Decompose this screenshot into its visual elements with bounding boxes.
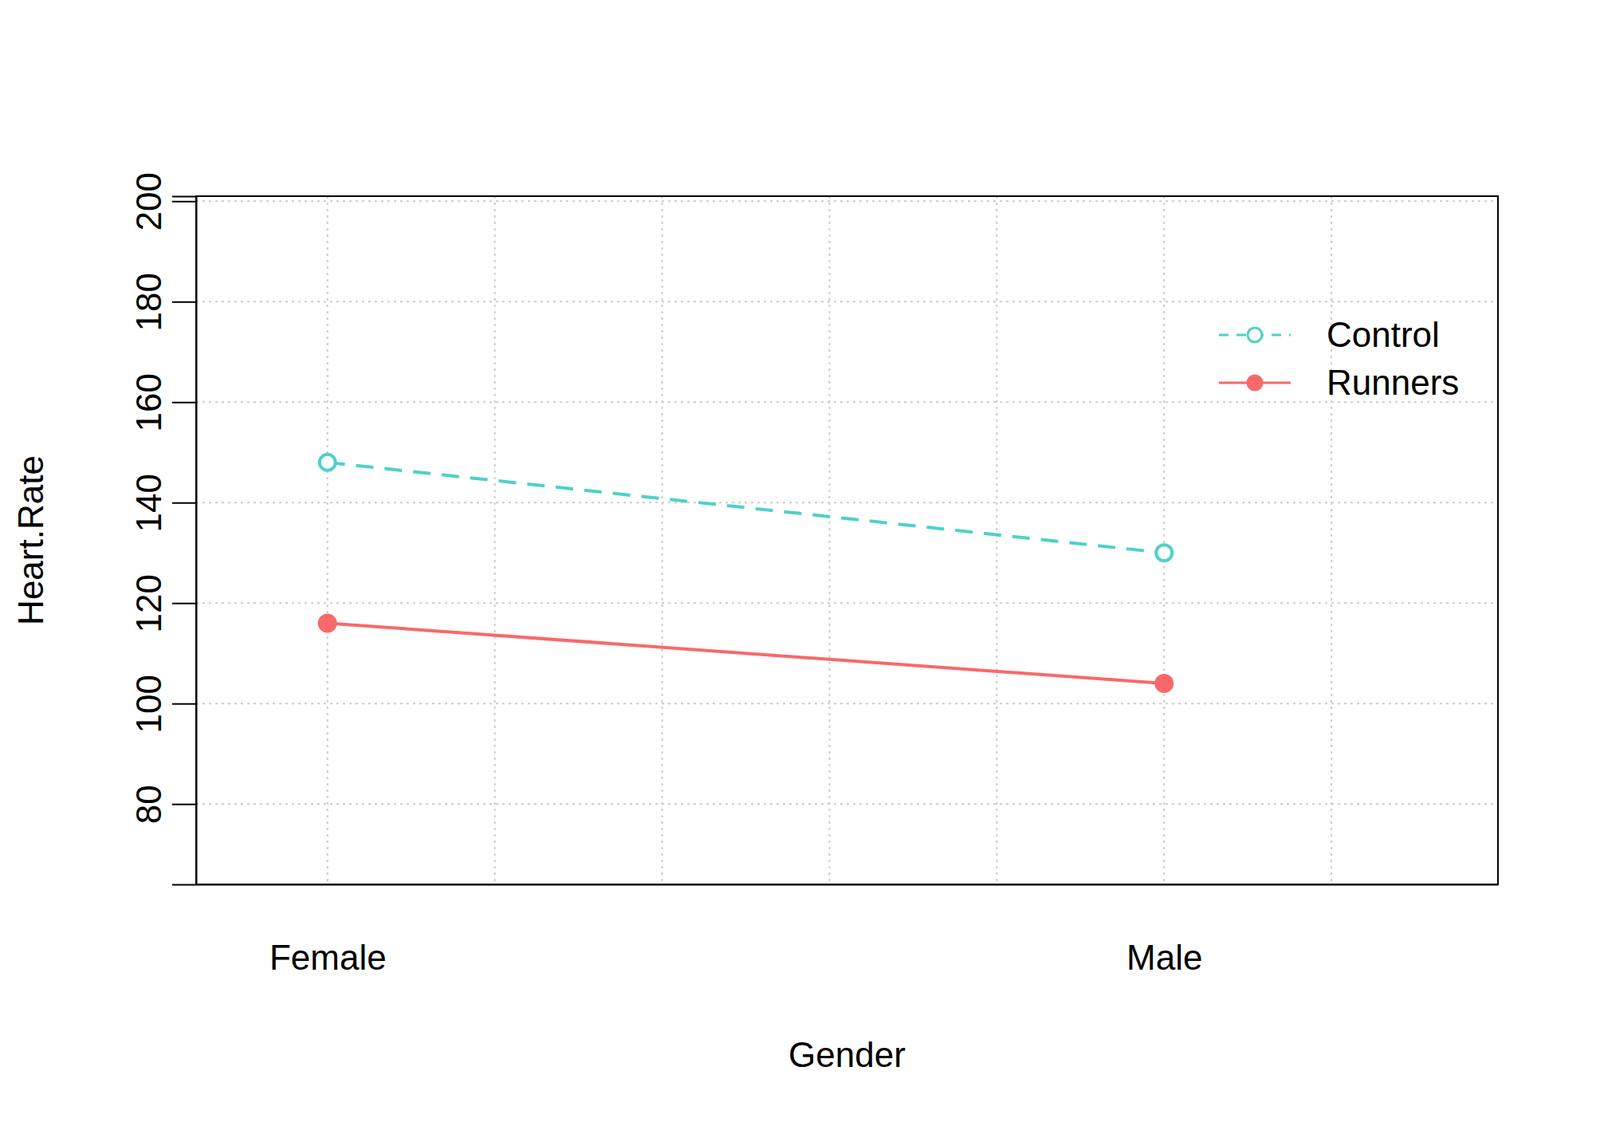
x-tick-label: Male [1126, 937, 1203, 977]
grid-line-vertical [661, 196, 664, 885]
y-tick-label: 100 [129, 674, 169, 733]
y-tick: 140 [129, 473, 197, 532]
grid-line [196, 501, 1498, 504]
y-axis-line [172, 196, 197, 885]
grid-line [196, 802, 1498, 805]
legend-marker [1247, 327, 1262, 343]
y-tick-mark [172, 703, 197, 705]
y-axis-title: Heart.Rate [11, 455, 51, 626]
grid-line [196, 702, 1498, 704]
x-axis-line [196, 884, 1499, 886]
plot-frame [196, 196, 1498, 885]
series-marker [319, 614, 336, 631]
y-tick-mark [172, 200, 197, 203]
y-tick: 180 [129, 272, 197, 331]
chart: 80 100 120 140 160 180 200 Female Male Gender Hear… [0, 0, 1600, 1130]
y-tick: 160 [129, 373, 197, 432]
grid-line [196, 400, 1498, 403]
y-tick-label: 160 [129, 373, 169, 432]
series-line [327, 462, 1164, 553]
grid-line-vertical [494, 196, 496, 885]
y-tick-mark [172, 301, 197, 303]
legend-item: Runners [1218, 362, 1459, 402]
legend: Control Runners [1218, 314, 1459, 402]
y-tick: 100 [129, 674, 197, 733]
series-line [327, 622, 1164, 684]
grid-line [196, 200, 1498, 202]
grid [196, 196, 1498, 885]
y-tick-label: 140 [129, 473, 169, 532]
y-tick-label: 80 [129, 784, 169, 824]
x-tick-label: Female [269, 937, 387, 977]
grid-line [196, 601, 1498, 604]
y-tick-label: 120 [129, 573, 169, 633]
x-axis: Female Male [196, 884, 1499, 977]
grid-line-vertical [326, 196, 329, 885]
series-marker [319, 454, 336, 471]
y-tick-mark [172, 502, 197, 504]
grid-line-vertical [1330, 196, 1333, 885]
x-tick: Female [269, 884, 387, 977]
x-axis-title: Gender [788, 1034, 906, 1074]
series-marker [1155, 675, 1172, 692]
y-tick-mark [172, 803, 197, 806]
plot-area [319, 454, 1172, 692]
grid-line-vertical [828, 196, 830, 885]
y-tick-label: 180 [129, 272, 169, 331]
grid-line-vertical [1163, 196, 1165, 885]
grid-line [196, 300, 1498, 303]
legend-marker [1247, 375, 1262, 390]
y-tick-label: 200 [129, 172, 169, 231]
series-marker [1155, 544, 1172, 561]
y-tick: 80 [129, 784, 197, 824]
y-tick: 120 [129, 573, 197, 633]
legend-label: Runners [1326, 362, 1459, 402]
y-tick: 200 [129, 172, 197, 231]
y-tick-mark [172, 401, 197, 404]
y-tick-mark [172, 602, 197, 605]
legend-item: Control [1218, 314, 1440, 354]
y-axis: 80 100 120 140 160 180 200 [129, 172, 197, 885]
grid-line-vertical [995, 196, 998, 885]
x-tick: Male [1126, 884, 1203, 977]
legend-label: Control [1326, 314, 1440, 354]
